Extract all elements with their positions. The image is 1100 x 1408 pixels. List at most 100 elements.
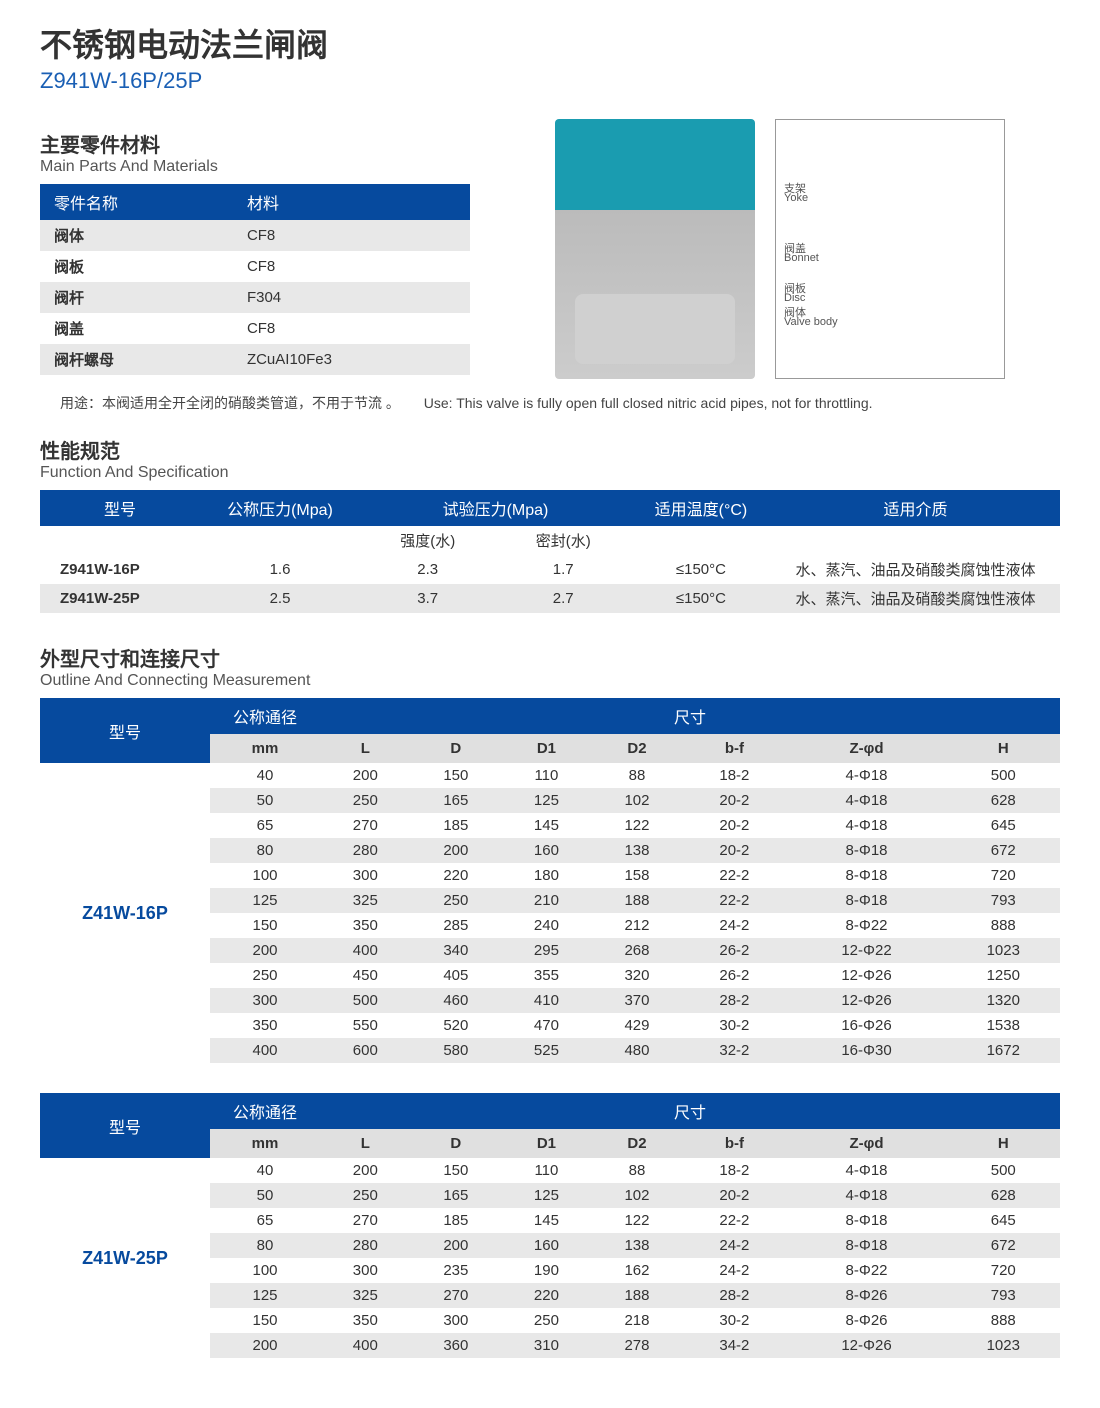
dim-L: 280 [320,1233,411,1258]
dim-bf: 24-2 [682,1233,786,1258]
spec-seal: 1.7 [495,555,630,584]
spec-section: 性能规范 Function And Specification 型号 公称压力(… [40,435,1060,613]
use-cn: 用途：本阀适用全开全闭的硝酸类管道，不用于节流 。 [60,395,400,411]
dim-H: 720 [947,863,1061,888]
spec-row: Z941W-25P 2.5 3.7 2.7 ≤150°C 水、蒸汽、油品及硝酸类… [40,584,1060,613]
dim-L: 270 [320,1208,411,1233]
dim-col-dn: 公称通径 [210,698,320,734]
dim-D2: 188 [592,1283,683,1308]
dim-D: 150 [411,763,502,788]
dim-D1: 240 [501,913,592,938]
dim-L: 450 [320,963,411,988]
dim-bf: 22-2 [682,888,786,913]
dim-L: 325 [320,1283,411,1308]
dim-Zd: 8-Φ18 [787,1208,947,1233]
dim-L: 280 [320,838,411,863]
dim-D: 520 [411,1013,502,1038]
dim-Zd: 4-Φ18 [787,788,947,813]
spec-col-strength: 强度(水) [360,526,495,555]
dim-L: 350 [320,913,411,938]
dim-col-mm: mm [210,1129,320,1158]
dim-Zd: 16-Φ26 [787,1013,947,1038]
dim-Zd: 12-Φ26 [787,1333,947,1358]
dim-L: 300 [320,863,411,888]
dim-D2: 212 [592,913,683,938]
dim-D: 270 [411,1283,502,1308]
dim-col-model: 型号 [40,1093,210,1158]
materials-row: 阀体CF8 [40,220,470,251]
spec-np: 1.6 [200,555,360,584]
spec-heading-en: Function And Specification [40,464,1060,482]
dim-mm: 350 [210,1013,320,1038]
dim-D: 185 [411,813,502,838]
dim-col-D1: D1 [501,734,592,763]
dim-D1: 145 [501,813,592,838]
dim-bf: 26-2 [682,938,786,963]
spec-medium: 水、蒸汽、油品及硝酸类腐蚀性液体 [771,584,1060,613]
diag-yoke-en: Yoke [784,192,808,204]
materials-mat: CF8 [233,220,470,251]
dim-D: 460 [411,988,502,1013]
materials-col-mat: 材料 [233,184,470,220]
dim-D2: 88 [592,1158,683,1183]
dim-D: 340 [411,938,502,963]
dim-mm: 200 [210,938,320,963]
dim-L: 550 [320,1013,411,1038]
dim-H: 672 [947,838,1061,863]
dim-bf: 20-2 [682,813,786,838]
use-text: 用途：本阀适用全开全闭的硝酸类管道，不用于节流 。 Use: This valv… [40,393,1060,413]
dim-bf: 20-2 [682,838,786,863]
product-images: 支架 Yoke 阀盖 Bonnet 阀板 Disc 阀体 Valve body [500,119,1060,379]
dim-D2: 122 [592,813,683,838]
dim-L: 500 [320,988,411,1013]
spec-np: 2.5 [200,584,360,613]
dim-D1: 125 [501,1183,592,1208]
spec-col-tp: 试验压力(Mpa) [360,490,631,526]
dim-D2: 278 [592,1333,683,1358]
dim-bf: 34-2 [682,1333,786,1358]
dim-col-Zd: Z-φd [787,1129,947,1158]
dim-H: 1538 [947,1013,1061,1038]
dim-heading-cn: 外型尺寸和连接尺寸 [40,643,1060,672]
dim-H: 888 [947,1308,1061,1333]
top-row: 主要零件材料 Main Parts And Materials 零件名称 材料 … [40,119,1060,379]
dim-H: 1320 [947,988,1061,1013]
spec-temp: ≤150°C [631,584,771,613]
dim-H: 1672 [947,1038,1061,1063]
diag-bonnet-en: Bonnet [784,252,819,264]
dim-D1: 410 [501,988,592,1013]
dim-D1: 125 [501,788,592,813]
dim-model-cell: Z41W-16P [40,763,210,1063]
dim-D2: 88 [592,763,683,788]
dim-D1: 250 [501,1308,592,1333]
dim-mm: 50 [210,788,320,813]
dim-col-L: L [320,734,411,763]
dim-H: 1250 [947,963,1061,988]
dim-col-D2: D2 [592,1129,683,1158]
dim-L: 270 [320,813,411,838]
dim-D1: 470 [501,1013,592,1038]
spec-col-medium: 适用介质 [771,490,1060,526]
materials-row: 阀杆螺母ZCuAI10Fe3 [40,344,470,375]
dim-col-size: 尺寸 [320,698,1060,734]
dim-bf: 18-2 [682,763,786,788]
dim-mm: 40 [210,763,320,788]
dim-bf: 20-2 [682,1183,786,1208]
dim-D: 405 [411,963,502,988]
dim-mm: 125 [210,888,320,913]
dim-H: 628 [947,788,1061,813]
dim-D: 285 [411,913,502,938]
dim-model-cell: Z41W-25P [40,1158,210,1358]
spec-table: 型号 公称压力(Mpa) 试验压力(Mpa) 适用温度(°C) 适用介质 强度(… [40,490,1060,613]
dim-mm: 50 [210,1183,320,1208]
dim-D2: 122 [592,1208,683,1233]
materials-part: 阀板 [40,251,233,282]
spec-model: Z941W-25P [40,584,200,613]
dim-Zd: 16-Φ30 [787,1038,947,1063]
dim-D1: 180 [501,863,592,888]
dim-Zd: 4-Φ18 [787,763,947,788]
dim-H: 888 [947,913,1061,938]
dim-D: 200 [411,1233,502,1258]
use-en: Use: This valve is fully open full close… [424,395,873,411]
dim-L: 600 [320,1038,411,1063]
